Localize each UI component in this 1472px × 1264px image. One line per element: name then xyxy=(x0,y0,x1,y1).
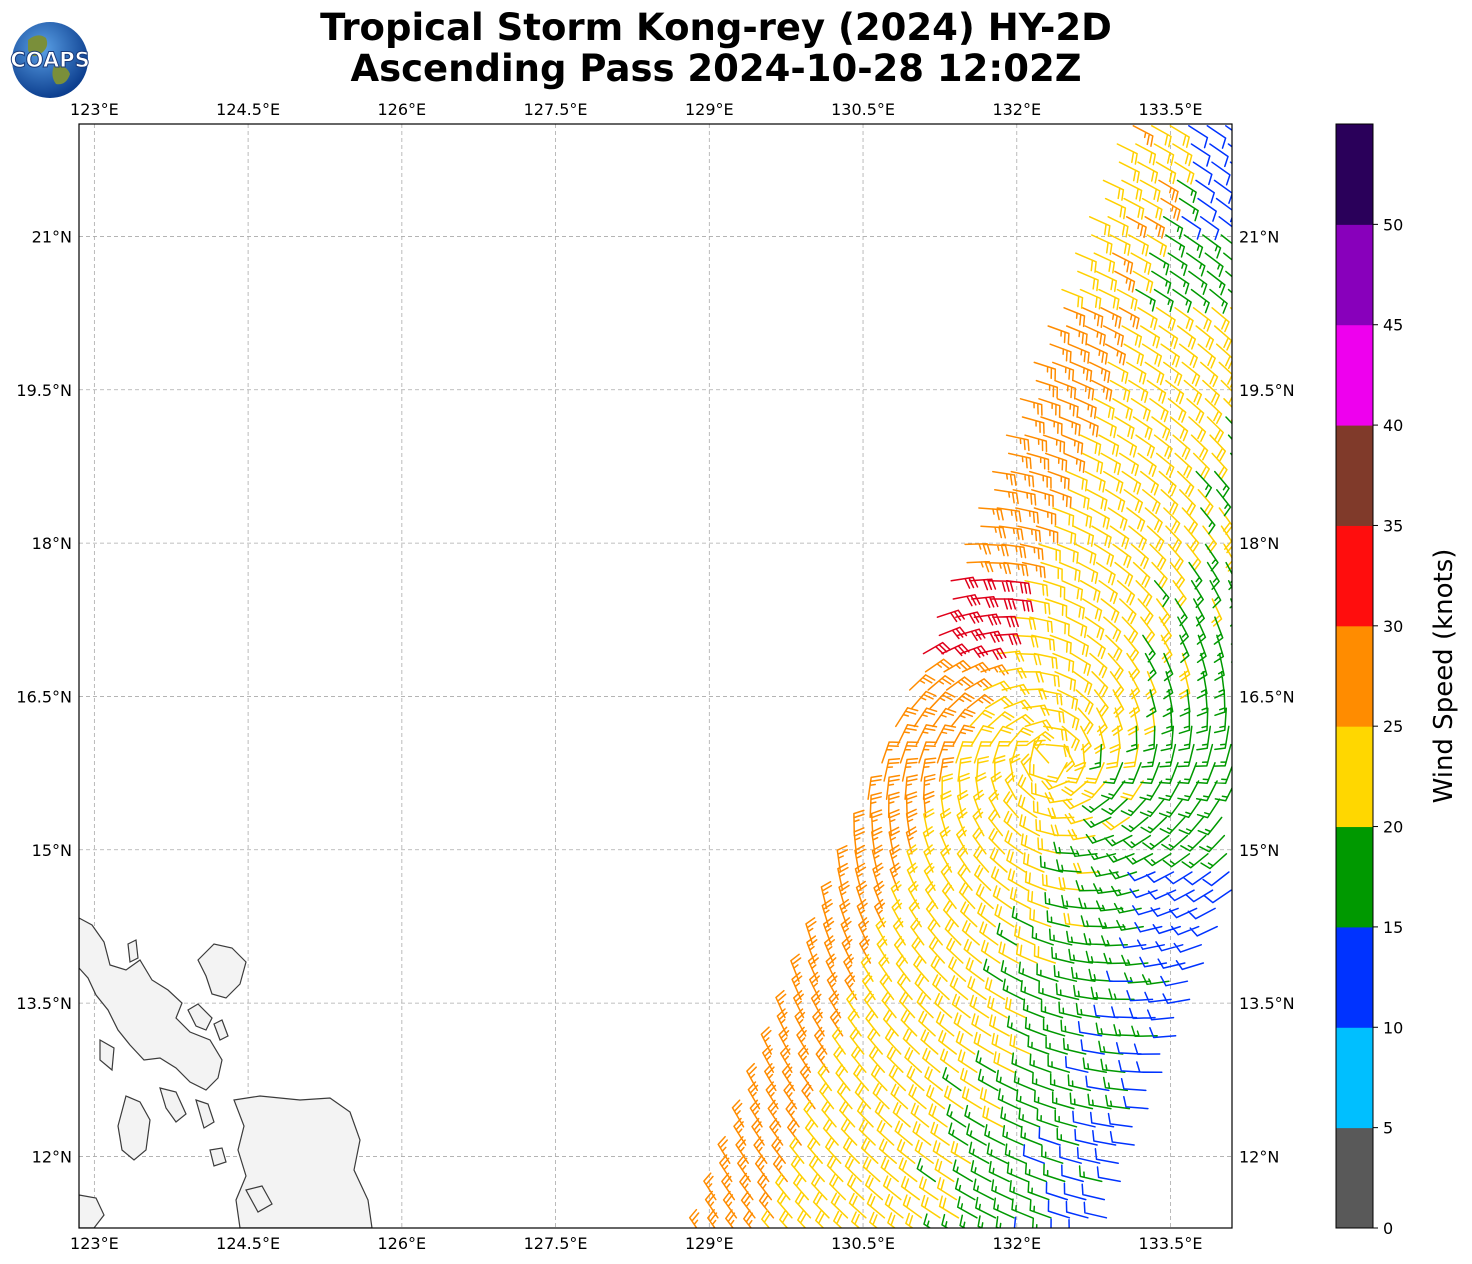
colorbar-segment xyxy=(1336,726,1373,828)
coastline xyxy=(159,1087,187,1123)
colorbar-tick-label: 15 xyxy=(1383,918,1403,937)
coastline xyxy=(79,917,223,1091)
lon-tick-label-bottom: 129°E xyxy=(685,1234,734,1253)
land-mass xyxy=(79,917,373,1228)
colorbar-segment xyxy=(1336,826,1373,928)
lon-tick-label-top: 132°E xyxy=(992,100,1041,119)
map-frame xyxy=(78,123,1233,1229)
coastline xyxy=(99,1038,115,1072)
colorbar-tick-label: 10 xyxy=(1383,1018,1403,1037)
coastline xyxy=(245,1185,273,1213)
lon-tick-label-top: 127.5°E xyxy=(524,100,588,119)
lat-tick-label-left: 15°N xyxy=(32,841,72,860)
lon-tick-label-bottom: 124.5°E xyxy=(216,1234,280,1253)
colorbar-tick-label: 35 xyxy=(1383,516,1403,535)
lat-tick-label-left: 12°N xyxy=(32,1147,72,1166)
lat-tick-label-left: 13.5°N xyxy=(16,994,72,1013)
lon-tick-label-top: 129°E xyxy=(685,100,734,119)
colorbar-segment xyxy=(1336,425,1373,526)
lat-tick-label-right: 18°N xyxy=(1239,534,1279,553)
map-ticks: 123°E 123°E 124.5°E 124.5°E 126°E 126°E 127.5°… xyxy=(16,100,1294,1253)
colorbar-tick-label: 20 xyxy=(1383,818,1403,837)
coaps-logo: COAPS xyxy=(10,22,90,98)
lon-tick-label-top: 126°E xyxy=(378,100,427,119)
lat-tick-label-right: 13.5°N xyxy=(1239,994,1295,1013)
lon-tick-label-bottom: 127.5°E xyxy=(524,1234,588,1253)
colorbar-tick-label: 5 xyxy=(1383,1119,1393,1138)
coastline xyxy=(213,1019,229,1041)
coastline xyxy=(127,939,139,963)
lon-tick-label-bottom: 133.5°E xyxy=(1139,1234,1203,1253)
colorbar-segment xyxy=(1336,1027,1373,1129)
colorbar-segment xyxy=(1336,324,1373,426)
wind-barb-group xyxy=(688,125,1181,1228)
wind-barb-group xyxy=(922,576,1034,661)
coastline xyxy=(117,1095,151,1161)
colorbar-tick-label: 25 xyxy=(1383,717,1403,736)
lon-tick-label-top: 123°E xyxy=(70,100,119,119)
colorbar-segment xyxy=(1336,224,1373,326)
lon-tick-label-bottom: 126°E xyxy=(378,1234,427,1253)
lon-tick-label-bottom: 132°E xyxy=(992,1234,1041,1253)
title-line-1: Tropical Storm Kong-rey (2024) HY-2D xyxy=(320,6,1112,49)
lon-tick-label-top: 133.5°E xyxy=(1139,100,1203,119)
wind-barbs xyxy=(688,125,1232,1228)
lat-tick-label-right: 21°N xyxy=(1239,227,1279,246)
coastline xyxy=(195,1099,215,1129)
lat-tick-label-right: 16.5°N xyxy=(1239,687,1295,706)
colorbar-segment xyxy=(1336,525,1373,627)
colorbar-tick-label: 40 xyxy=(1383,416,1403,435)
logo-text: COAPS xyxy=(10,48,89,72)
wind-barb-group xyxy=(916,179,1232,1228)
coastline xyxy=(197,943,247,999)
lat-tick-label-right: 12°N xyxy=(1239,1147,1279,1166)
lon-tick-label-top: 124.5°E xyxy=(216,100,280,119)
colorbar-segment xyxy=(1336,1127,1373,1229)
lon-tick-label-bottom: 123°E xyxy=(70,1234,119,1253)
lat-tick-label-left: 16.5°N xyxy=(16,687,72,706)
lat-tick-label-left: 19.5°N xyxy=(16,381,72,400)
coastline xyxy=(233,1095,373,1228)
lat-tick-label-right: 15°N xyxy=(1239,841,1279,860)
map-grid xyxy=(79,124,1232,1228)
colorbar-segment xyxy=(1336,625,1373,727)
colorbar-frame xyxy=(1335,123,1374,1229)
title-line-2: Ascending Pass 2024-10-28 12:02Z xyxy=(350,47,1082,90)
colorbar-tick-label: 50 xyxy=(1383,215,1403,234)
colorbar-segment xyxy=(1336,124,1373,225)
colorbar-tick-label: 0 xyxy=(1383,1219,1393,1238)
colorbar-tick-label: 30 xyxy=(1383,617,1403,636)
coastline xyxy=(187,1003,213,1031)
lat-tick-label-left: 21°N xyxy=(32,227,72,246)
colorbar-label: Wind Speed (knots) xyxy=(1429,549,1459,804)
lat-tick-label-left: 18°N xyxy=(32,534,72,553)
coastline xyxy=(79,1194,105,1228)
wind-barb-group xyxy=(1013,125,1232,1228)
lon-tick-label-top: 130.5°E xyxy=(831,100,895,119)
colorbar-segment xyxy=(1336,926,1373,1028)
lon-tick-label-bottom: 130.5°E xyxy=(831,1234,895,1253)
coastline xyxy=(209,1147,227,1167)
colorbar-tick-label: 45 xyxy=(1383,316,1403,335)
colorbar: 0 5 10 15 20 25 30 35 40 45 50 Wind Speed (knots) xyxy=(1335,123,1459,1238)
lat-tick-label-right: 19.5°N xyxy=(1239,381,1295,400)
